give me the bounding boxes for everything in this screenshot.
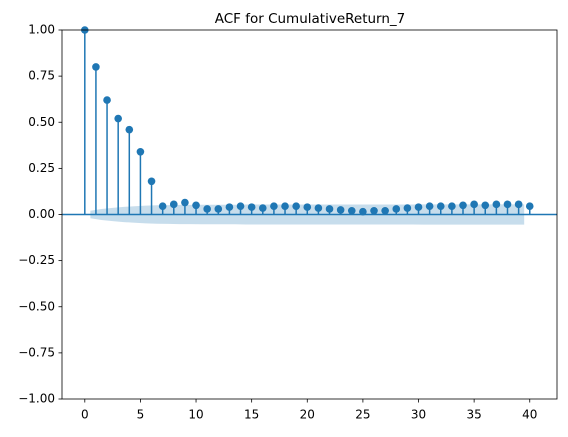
marker xyxy=(492,200,501,209)
marker xyxy=(381,207,389,215)
marker xyxy=(336,206,345,214)
marker xyxy=(258,204,267,212)
x-tick-label: 25 xyxy=(355,408,370,422)
marker xyxy=(169,200,178,209)
marker xyxy=(370,207,378,215)
marker xyxy=(459,201,467,210)
marker xyxy=(270,202,278,210)
marker xyxy=(448,202,456,210)
x-tick-label: 15 xyxy=(244,408,259,422)
marker xyxy=(247,203,256,211)
marker xyxy=(514,200,523,209)
marker xyxy=(114,114,122,123)
y-tick-label: 1.00 xyxy=(28,23,55,37)
marker xyxy=(481,201,490,210)
marker xyxy=(203,205,211,213)
x-tick-label: 0 xyxy=(81,408,89,422)
marker xyxy=(125,125,134,134)
marker xyxy=(303,203,312,211)
y-tick-label: 0.00 xyxy=(28,207,55,221)
marker xyxy=(503,200,512,209)
y-tick-label: 0.75 xyxy=(28,69,55,83)
y-tick-label: −0.50 xyxy=(18,299,55,313)
y-tick-label: −0.75 xyxy=(18,345,55,359)
x-tick-label: 20 xyxy=(300,408,315,422)
marker xyxy=(292,202,300,210)
marker xyxy=(359,207,367,216)
marker xyxy=(214,205,223,213)
marker xyxy=(147,177,156,186)
marker xyxy=(436,202,445,210)
y-tick-label: 0.25 xyxy=(28,161,55,175)
marker xyxy=(103,96,111,104)
x-tick-label: 40 xyxy=(522,408,537,422)
chart-title: ACF for CumulativeReturn_7 xyxy=(215,11,406,27)
marker xyxy=(136,147,145,156)
x-tick-label: 30 xyxy=(411,408,426,422)
marker xyxy=(347,207,356,215)
marker xyxy=(403,204,412,212)
x-tick-label: 35 xyxy=(466,408,481,422)
y-tick-label: −1.00 xyxy=(18,392,55,406)
marker xyxy=(158,202,167,210)
marker xyxy=(181,198,189,207)
marker xyxy=(470,200,478,209)
marker xyxy=(192,201,200,210)
marker xyxy=(92,63,100,71)
y-tick-label: −0.25 xyxy=(18,253,55,267)
marker xyxy=(325,205,334,213)
marker xyxy=(414,203,423,211)
x-tick-label: 10 xyxy=(188,408,203,422)
marker xyxy=(236,202,245,210)
marker xyxy=(425,202,434,210)
marker xyxy=(225,203,234,211)
marker xyxy=(314,204,323,212)
x-tick-label: 5 xyxy=(137,408,145,422)
marker xyxy=(525,202,534,210)
marker xyxy=(281,202,289,210)
y-tick-label: 0.50 xyxy=(28,115,55,129)
marker xyxy=(392,205,401,213)
